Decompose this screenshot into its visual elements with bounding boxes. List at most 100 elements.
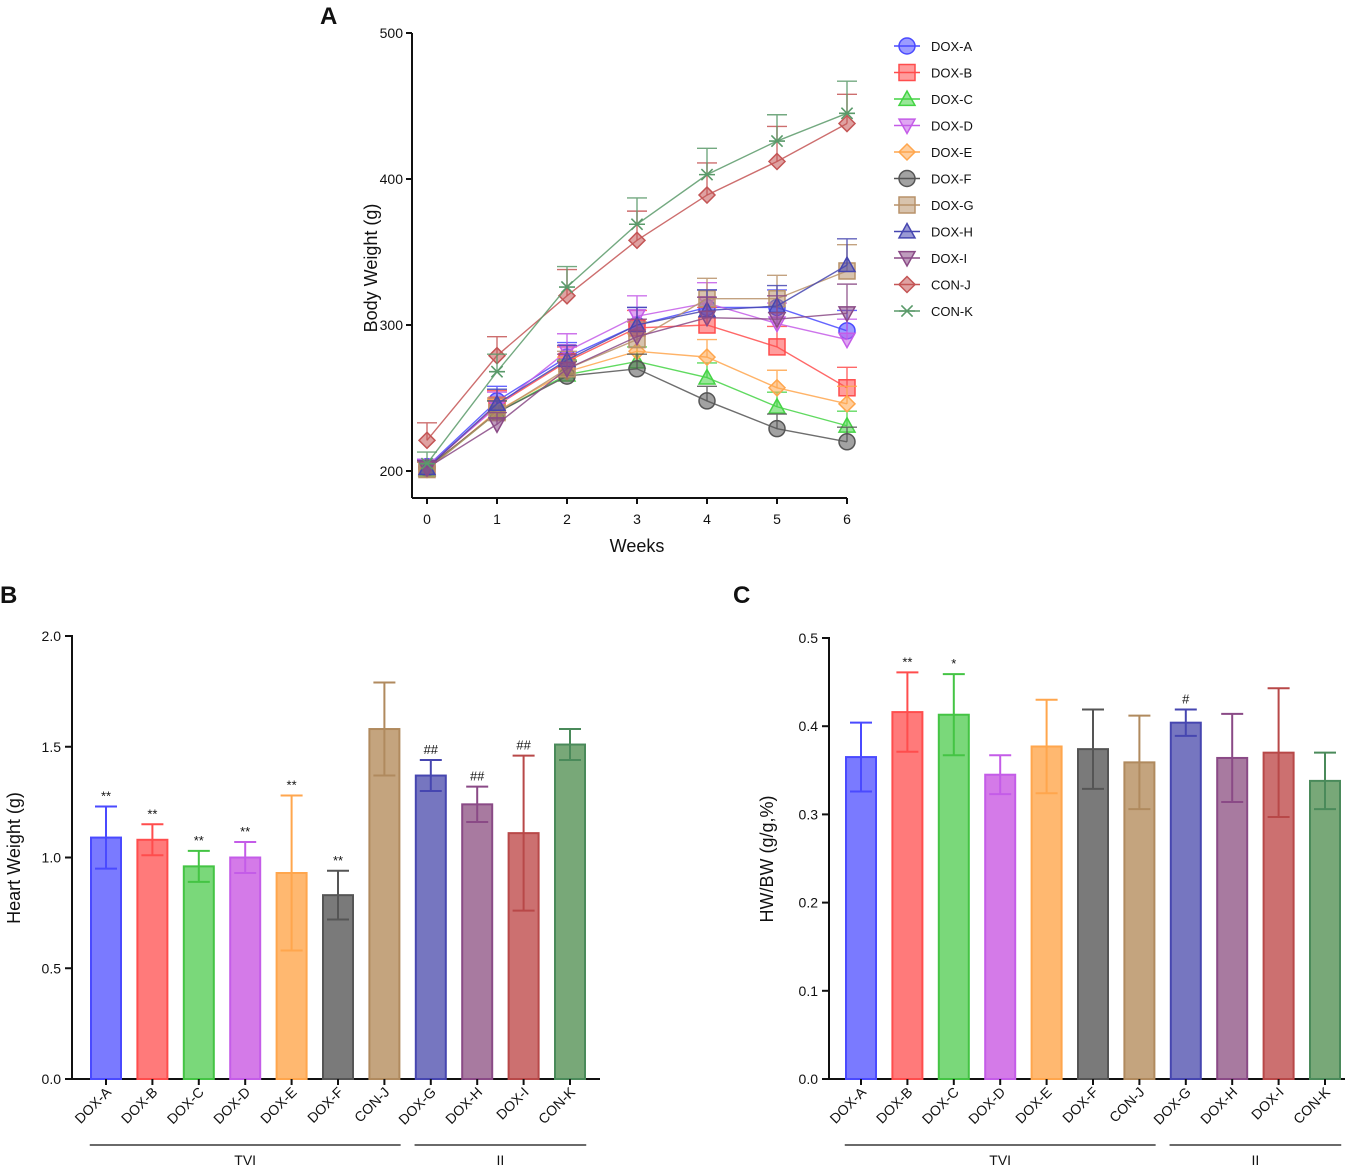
panel-c-chart: 0.0 0.1 0.2 0.3 0.4 0.5 DOX-A DOX-B ** DOX-C * DOX-…: [799, 630, 1345, 1167]
panel-b-letter: B: [0, 582, 17, 609]
panel-a-y-tick-label: 500: [380, 25, 404, 41]
legend-item: DOX-G: [894, 196, 974, 214]
legend-label: DOX-E: [931, 145, 973, 160]
x-tick-label: DOX-D: [210, 1084, 253, 1127]
legend-label: DOX-F: [931, 172, 972, 187]
bar-con-j: [368, 728, 401, 1081]
error-bar: [327, 869, 349, 921]
legend-marker: [898, 37, 916, 55]
legend-marker: [897, 221, 917, 239]
data-point: [419, 457, 435, 470]
legend-label: DOX-G: [931, 198, 974, 213]
bar-dox-d: [229, 856, 262, 1080]
y-tick-label: 0.1: [799, 983, 819, 999]
panel-a-y-axis-title: Body Weight (g): [361, 204, 381, 333]
legend-label: DOX-A: [931, 39, 973, 54]
error-bar: [1221, 712, 1244, 804]
panel-a-x-axis-title: Weeks: [610, 536, 665, 556]
series-dox-i: [417, 283, 857, 478]
legend-label: DOX-I: [931, 251, 967, 266]
series-con-j: [417, 93, 857, 450]
x-tick-label: DOX-E: [1012, 1084, 1055, 1127]
y-tick-label: 0.5: [799, 630, 819, 646]
group-label: TVI: [989, 1152, 1011, 1167]
data-point: [767, 312, 787, 329]
data-point: [699, 168, 715, 181]
legend-label: DOX-B: [931, 66, 972, 81]
x-tick-label: DOX-H: [1197, 1084, 1240, 1127]
data-point: [489, 365, 505, 378]
data-point: [768, 419, 786, 438]
error-bar: [627, 197, 647, 225]
x-tick-label: DOX-G: [1150, 1084, 1194, 1128]
data-point: [839, 107, 855, 120]
x-tick-label: CON-K: [1290, 1083, 1334, 1127]
error-bar: [466, 785, 489, 824]
panel-c-y-axis-title: HW/BW (g/g,%): [757, 795, 777, 922]
data-point: [838, 433, 856, 451]
x-tick-label: DOX-I: [1248, 1084, 1287, 1123]
legend-label: DOX-D: [931, 119, 973, 134]
error-bar: [1128, 714, 1151, 811]
error-bar: [487, 353, 507, 372]
x-tick-label: DOX-E: [257, 1084, 300, 1127]
panel-a-legend: DOX-A DOX-B DOX-C DOX-D DOX-E DOX-F DOX-G DOX-H…: [894, 37, 974, 319]
error-bar: [559, 728, 581, 762]
bar-dox-c: [182, 865, 215, 1080]
legend-item: DOX-H: [894, 221, 973, 240]
panel-a-y-tick-label: 400: [380, 171, 404, 187]
legend-marker: [897, 142, 917, 162]
panel-a-y-tick-label: 200: [380, 463, 404, 479]
x-tick-label: DOX-D: [965, 1084, 1008, 1127]
legend-marker: [897, 118, 917, 136]
x-tick-label: DOX-H: [442, 1084, 485, 1127]
bar-con-k: [554, 743, 586, 1080]
legend-marker: [898, 63, 916, 82]
data-point: [837, 255, 857, 273]
panel-a-x-tick-label: 0: [423, 511, 431, 527]
error-bar: [1035, 698, 1058, 795]
legend-item: CON-K: [894, 304, 973, 319]
panel-a-x-tick-label: 4: [703, 511, 711, 527]
bar-dox-g: [414, 774, 447, 1080]
x-tick-label: DOX-C: [919, 1084, 962, 1127]
group-label: TVI: [234, 1152, 256, 1167]
data-point: [768, 338, 786, 356]
error-bar: [417, 451, 437, 464]
panel-a-series: [417, 80, 857, 479]
error-bar: [557, 265, 577, 288]
bar-dox-f: [1077, 748, 1109, 1081]
y-tick-label: 2.0: [42, 628, 62, 644]
data-point: [629, 218, 645, 231]
panel-a-x-tick-label: 2: [563, 511, 571, 527]
legend-label: DOX-H: [931, 225, 973, 240]
significance-label: #: [1182, 691, 1190, 706]
data-point: [487, 417, 507, 434]
significance-label: **: [287, 777, 297, 792]
error-bar: [141, 823, 164, 857]
error-bar: [989, 754, 1012, 796]
panel-c: C 0.0 0.1 0.2 0.3 0.4 0.5 DOX-A DOX-B ** DOX-C * DO…: [733, 582, 1345, 1167]
data-point: [697, 310, 717, 328]
x-tick-label: DOX-G: [395, 1084, 439, 1128]
x-tick-label: DOX-B: [118, 1084, 161, 1127]
legend-marker: [897, 275, 917, 294]
error-bar: [1174, 708, 1197, 737]
error-bar: [1082, 708, 1104, 790]
error-bar: [373, 681, 396, 777]
panel-a-x-tick-label: 5: [773, 511, 781, 527]
panel-a-x-tick-label: 3: [633, 511, 641, 527]
legend-marker: [899, 304, 915, 318]
y-tick-label: 1.5: [42, 739, 62, 755]
bar-dox-a: [845, 756, 877, 1080]
bar-dox-b: [136, 838, 169, 1081]
error-bar: [697, 147, 717, 175]
group-label: II: [1252, 1152, 1260, 1167]
data-point: [627, 231, 647, 250]
legend-marker: [898, 169, 916, 188]
legend-marker: [897, 250, 917, 268]
data-point: [697, 185, 717, 205]
bar-con-k: [1309, 779, 1341, 1080]
data-point: [559, 280, 575, 294]
